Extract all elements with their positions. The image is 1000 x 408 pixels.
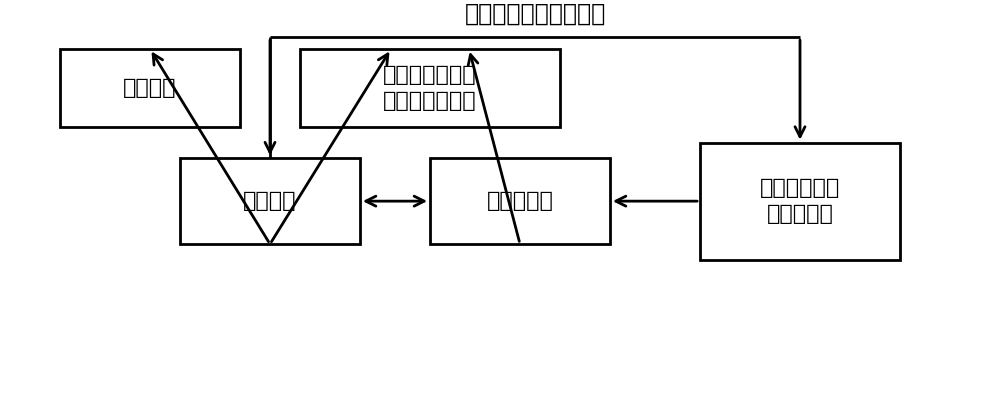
FancyBboxPatch shape — [300, 49, 560, 127]
Text: 岩石特征: 岩石特征 — [243, 191, 297, 211]
FancyBboxPatch shape — [430, 158, 610, 244]
Text: 利用目标关系模型预测: 利用目标关系模型预测 — [464, 2, 606, 26]
FancyBboxPatch shape — [60, 49, 240, 127]
FancyBboxPatch shape — [700, 143, 900, 260]
Text: 现场采集到的
微地震信号: 现场采集到的 微地震信号 — [760, 178, 840, 224]
Text: 声发射信号: 声发射信号 — [487, 191, 553, 211]
FancyBboxPatch shape — [180, 158, 360, 244]
Text: 三轴应力实验产
生岩石破裂机制: 三轴应力实验产 生岩石破裂机制 — [383, 65, 477, 111]
Text: 震源机制: 震源机制 — [123, 78, 177, 98]
